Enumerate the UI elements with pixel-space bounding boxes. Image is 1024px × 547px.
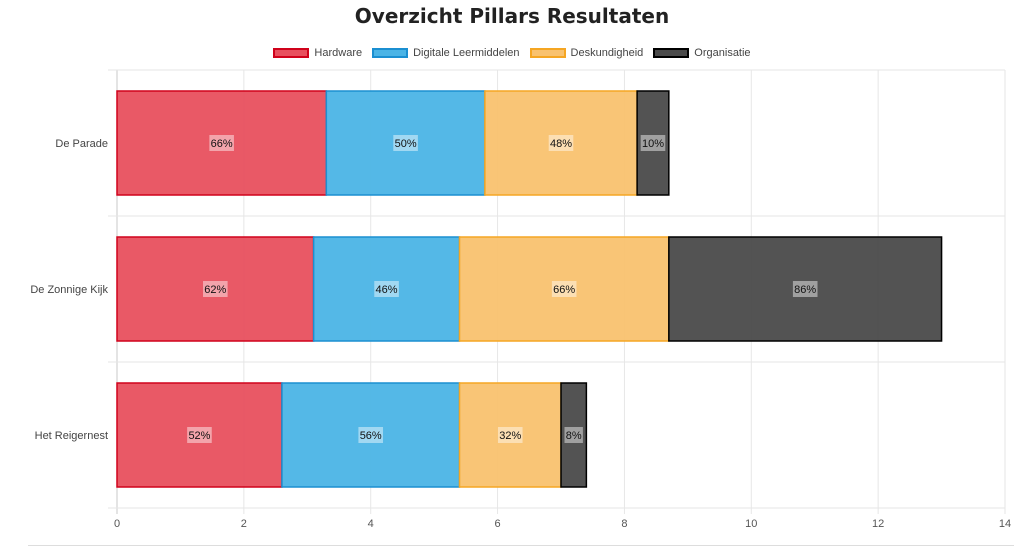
data-label-bg [209, 135, 234, 151]
data-label: 32% [499, 430, 521, 442]
data-label: 8% [566, 430, 582, 442]
data-label-bg [358, 427, 384, 443]
data-label-bg [551, 281, 577, 297]
bar-segment [636, 90, 670, 196]
data-label-bg [548, 135, 574, 151]
data-label: 10% [642, 138, 664, 150]
data-label-bg [374, 281, 399, 297]
legend-label: Digitale Leermiddelen [413, 47, 520, 59]
data-label: 48% [550, 138, 572, 150]
y-tick-label: De Zonnige Kijk [30, 284, 108, 296]
x-tick-label: 0 [114, 518, 120, 530]
chart-title: Overzicht Pillars Resultaten [354, 4, 670, 28]
bar-segment [668, 236, 943, 342]
legend-label: Hardware [314, 47, 363, 59]
x-tick-label: 8 [621, 518, 627, 530]
y-tick-label: Het Reigernest [35, 430, 108, 442]
legend-item[interactable]: Organisatie [653, 47, 751, 59]
bar-segment [458, 236, 670, 342]
data-label: 52% [188, 430, 210, 442]
x-tick-label: 6 [495, 518, 501, 530]
data-label-bg [203, 281, 228, 297]
data-label: 50% [395, 138, 417, 150]
legend-swatch [529, 48, 566, 58]
data-label: 86% [794, 284, 816, 296]
data-label: 56% [360, 430, 382, 442]
y-tick-label: De Parade [55, 138, 108, 150]
legend-item[interactable]: Hardware [273, 47, 362, 59]
x-tick-label: 14 [999, 518, 1011, 530]
legend-swatch [653, 48, 690, 58]
legend-item[interactable]: Digitale Leermiddelen [372, 47, 520, 59]
data-label: 66% [211, 138, 233, 150]
data-label: 46% [376, 284, 398, 296]
legend-item[interactable]: Deskundigheid [529, 47, 644, 59]
bar-segment [484, 90, 638, 196]
bottom-divider [28, 545, 1014, 546]
data-label-bg [187, 427, 212, 443]
x-tick-label: 4 [368, 518, 374, 530]
x-tick-label: 10 [745, 518, 757, 530]
legend: Hardware Digitale Leermiddelen Deskundighe… [0, 47, 1024, 59]
data-label: 62% [204, 284, 226, 296]
data-label-bg [497, 427, 523, 443]
bar-segment [116, 382, 283, 488]
legend-swatch [273, 48, 310, 58]
bar-segment [560, 382, 588, 488]
bar-segment [281, 382, 461, 488]
legend-label: Deskundigheid [570, 47, 644, 59]
data-label-bg [393, 135, 418, 151]
legend-swatch [372, 48, 409, 58]
bar-segment [116, 236, 315, 342]
data-label-bg [640, 135, 666, 151]
x-tick-label: 12 [872, 518, 884, 530]
legend-label: Organisatie [694, 47, 751, 59]
x-tick-label: 2 [241, 518, 247, 530]
data-label-bg [564, 427, 583, 443]
data-label: 66% [553, 284, 575, 296]
bar-segment [312, 236, 461, 342]
bar-segment [116, 90, 328, 196]
data-label-bg [792, 281, 818, 297]
